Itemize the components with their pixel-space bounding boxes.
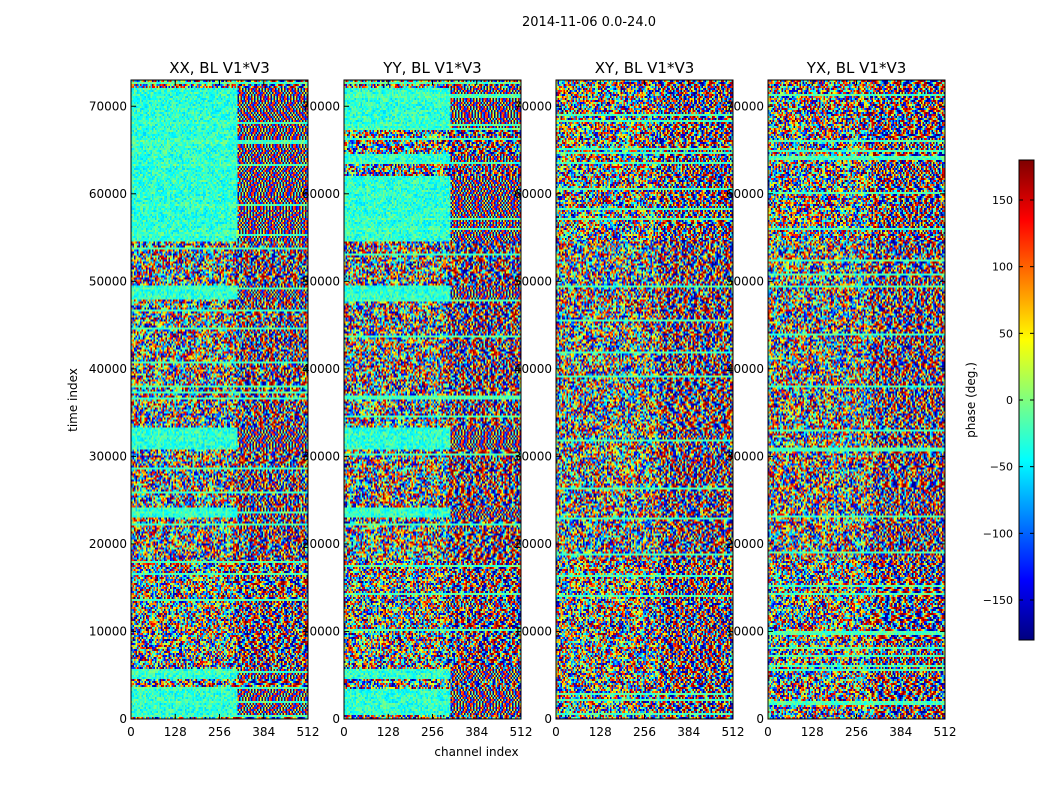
- colorbar-tick-label: 0: [1006, 394, 1013, 407]
- y-tick-label: 0: [119, 712, 127, 726]
- y-tick-label: 20000: [89, 537, 127, 551]
- heatmap-image: [556, 80, 733, 719]
- y-tick-label: 50000: [514, 274, 552, 288]
- colorbar: −150 −100 −50 0 50 100 150 phase (deg.): [964, 159, 1035, 641]
- colorbar-tick-label: 50: [999, 327, 1013, 340]
- x-axis-label: channel index: [434, 745, 518, 759]
- x-tick-label: 256: [208, 725, 231, 739]
- y-tick-label: 70000: [302, 99, 340, 113]
- y-tick-label: 10000: [514, 624, 552, 638]
- colorbar-tick-label: 100: [992, 261, 1013, 274]
- y-tick-label: 10000: [726, 624, 764, 638]
- x-tick-label: 512: [722, 725, 745, 739]
- y-tick-label: 0: [544, 712, 552, 726]
- y-tick-label: 20000: [302, 537, 340, 551]
- y-tick-label: 0: [332, 712, 340, 726]
- y-tick-label: 50000: [726, 274, 764, 288]
- panel-1: YY, BL V1*V3 0 128 256 384 512 0 10000 20000 3000…: [302, 59, 533, 759]
- x-tick-label: 384: [889, 725, 912, 739]
- y-tick-label: 60000: [89, 187, 127, 201]
- y-tick-label: 20000: [726, 537, 764, 551]
- x-tick-label: 384: [252, 725, 275, 739]
- colorbar-tick-label: 150: [992, 194, 1013, 207]
- x-tick-label: 512: [510, 725, 533, 739]
- y-tick-label: 30000: [302, 449, 340, 463]
- y-tick-label: 50000: [89, 274, 127, 288]
- x-tick-label: 256: [845, 725, 868, 739]
- y-tick-label: 40000: [302, 362, 340, 376]
- panel-title: YY, BL V1*V3: [382, 59, 481, 77]
- figure-suptitle: 2014-11-06 0.0-24.0: [522, 15, 656, 30]
- heatmap-image: [344, 80, 521, 719]
- y-tick-label: 50000: [302, 274, 340, 288]
- y-tick-label: 40000: [514, 362, 552, 376]
- panel-0: XX, BL V1*V3 0 128 256 384 512 0 10000 20000 3000…: [66, 59, 319, 739]
- colorbar-tick-label: −100: [983, 527, 1013, 540]
- y-tick-label: 70000: [726, 99, 764, 113]
- heatmap-image: [131, 80, 308, 719]
- y-tick-label: 40000: [89, 362, 127, 376]
- y-tick-label: 70000: [89, 99, 127, 113]
- y-tick-label: 30000: [89, 449, 127, 463]
- panel-title: XX, BL V1*V3: [169, 59, 270, 77]
- x-tick-label: 256: [421, 725, 444, 739]
- y-tick-label: 60000: [726, 187, 764, 201]
- colorbar-tick-label: −50: [990, 461, 1013, 474]
- x-tick-label: 256: [633, 725, 656, 739]
- x-tick-label: 128: [164, 725, 187, 739]
- y-tick-label: 70000: [514, 99, 552, 113]
- y-tick-label: 60000: [514, 187, 552, 201]
- x-tick-label: 0: [552, 725, 560, 739]
- x-tick-label: 128: [377, 725, 400, 739]
- y-tick-label: 60000: [302, 187, 340, 201]
- heatmap-image: [768, 80, 945, 719]
- x-tick-label: 512: [934, 725, 957, 739]
- y-axis-label: time index: [66, 368, 80, 432]
- x-tick-label: 128: [589, 725, 612, 739]
- x-tick-label: 0: [764, 725, 772, 739]
- x-tick-label: 128: [801, 725, 824, 739]
- y-tick-label: 10000: [89, 624, 127, 638]
- y-tick-label: 0: [756, 712, 764, 726]
- colorbar-label: phase (deg.): [964, 362, 978, 438]
- y-tick-label: 10000: [302, 624, 340, 638]
- y-tick-label: 30000: [726, 449, 764, 463]
- x-tick-label: 512: [297, 725, 320, 739]
- panel-title: YX, BL V1*V3: [806, 59, 907, 77]
- x-tick-label: 384: [677, 725, 700, 739]
- panel-title: XY, BL V1*V3: [595, 59, 695, 77]
- colorbar-ticks: −150 −100 −50 0 50 100 150: [983, 194, 1034, 607]
- x-tick-label: 0: [127, 725, 135, 739]
- panels: XX, BL V1*V3 0 128 256 384 512 0 10000 20000 3000…: [66, 59, 956, 759]
- x-tick-label: 384: [465, 725, 488, 739]
- colorbar-tick-label: −150: [983, 594, 1013, 607]
- panel-3: YX, BL V1*V3 0 128 256 384 512 0 10000 20000 3000…: [726, 59, 957, 739]
- panel-2: XY, BL V1*V3 0 128 256 384 512 0 10000 20000 3000…: [514, 59, 745, 739]
- x-tick-label: 0: [340, 725, 348, 739]
- y-tick-label: 20000: [514, 537, 552, 551]
- y-tick-label: 40000: [726, 362, 764, 376]
- y-tick-label: 30000: [514, 449, 552, 463]
